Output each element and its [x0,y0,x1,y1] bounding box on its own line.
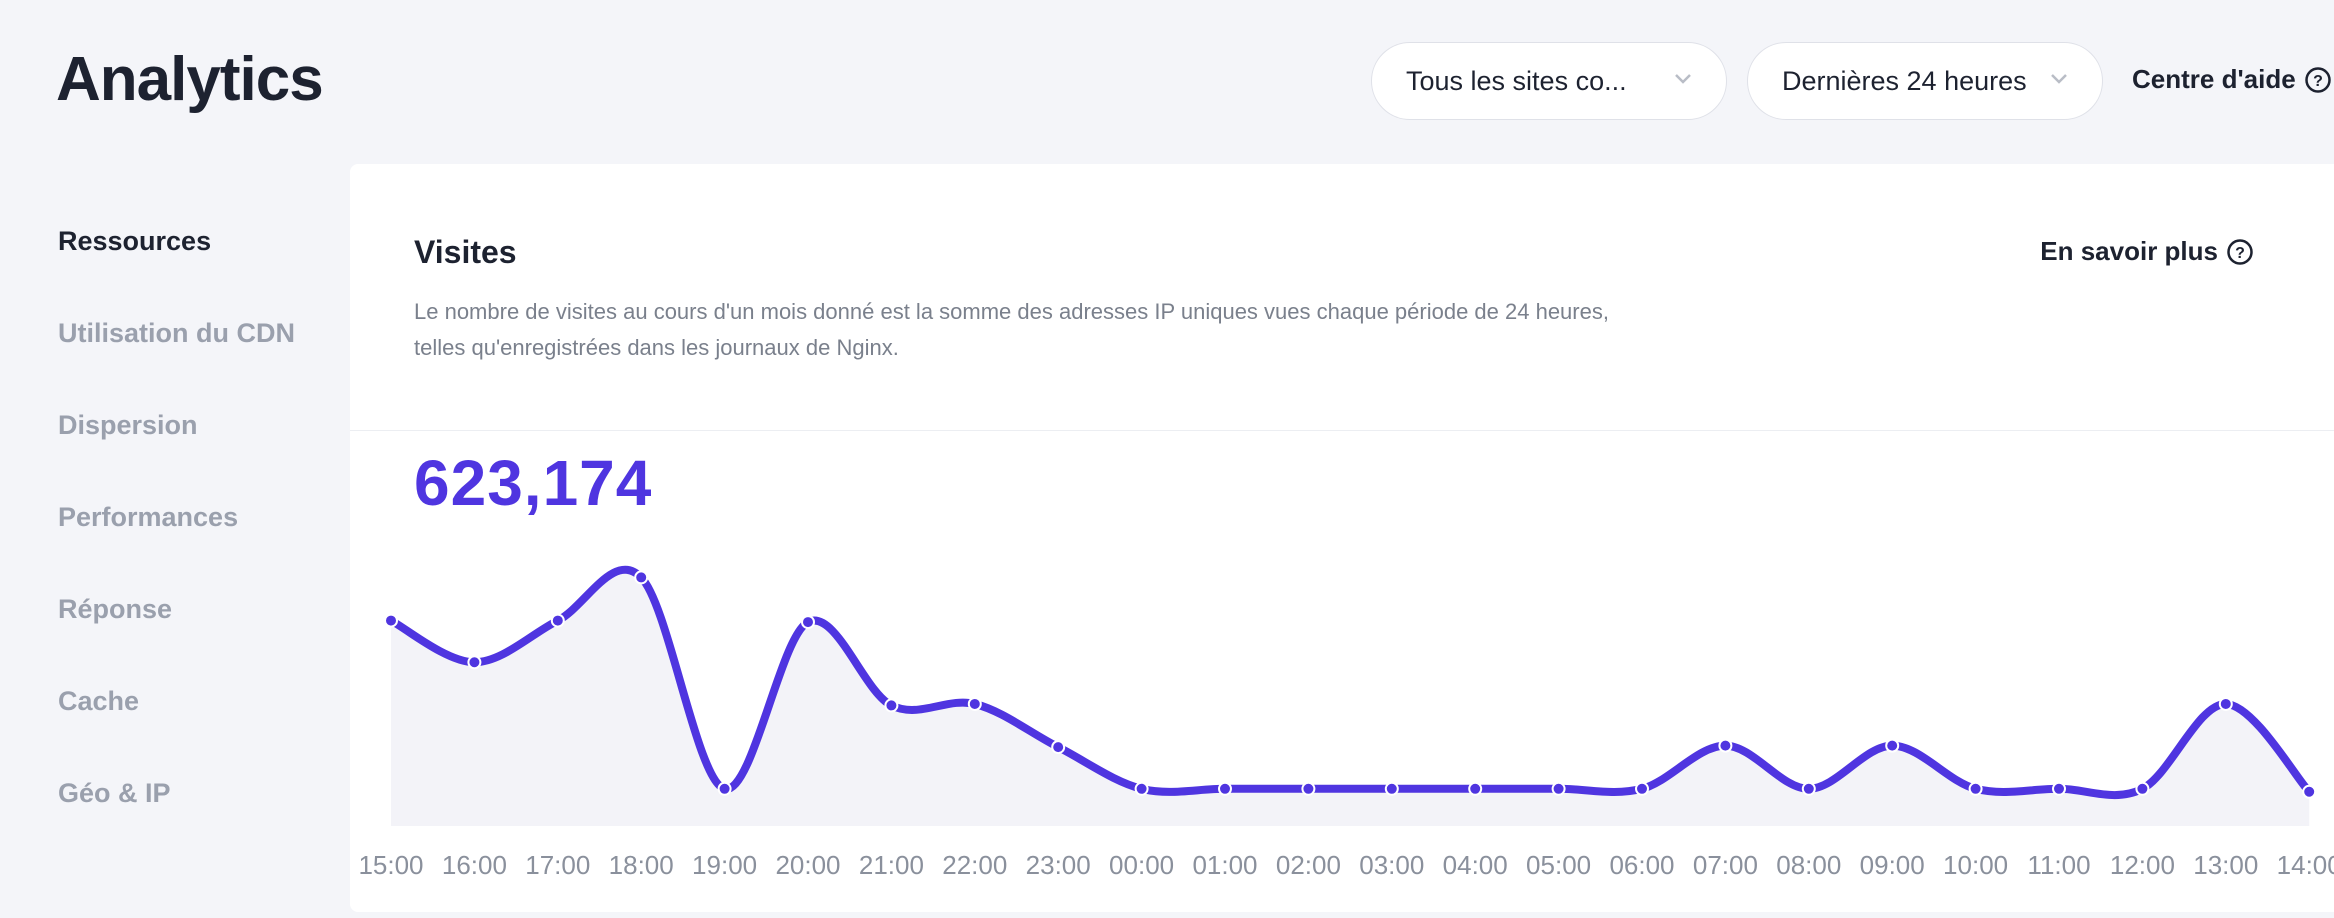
point [884,698,899,713]
nav-item[interactable]: Performances [58,502,239,532]
visits-chart: 15:00 16:00 17:00 18:00 19:00 20:00 21:00 22:00… [358,565,2334,880]
point [717,781,732,796]
point [1885,738,1900,753]
card-description: Le nombre de visites au cours d'un mois … [414,299,1609,360]
point [2135,781,2150,796]
total-visits: 623,174 [414,447,653,519]
filter-label: Dernières 24 heures [1782,65,2027,96]
point [1134,781,1149,796]
point [467,655,482,670]
x-tick-label: 04:00 [1443,850,1508,880]
chevron [2051,74,2067,84]
point [1968,781,1983,796]
nav-item[interactable]: Utilisation du CDN [58,318,295,348]
nav-item[interactable]: Réponse [58,594,173,624]
point [1384,781,1399,796]
visits-line [387,565,2314,800]
x-tick-label: 08:00 [1776,850,1841,880]
chevron [1675,74,1691,84]
point [1635,781,1649,796]
area [391,569,2310,826]
learn-more[interactable]: En savoir plus? [2040,236,2254,267]
nav-item[interactable]: Ressources [58,226,212,256]
x-tick-label: 16:00 [442,850,507,880]
divider [350,430,2334,431]
point [550,613,565,628]
point [967,696,982,711]
svg-text:?: ? [2313,73,2323,90]
x-tick-label: 22:00 [942,850,1007,880]
point [1718,738,1733,753]
x-tick-label: 09:00 [1860,850,1925,880]
card-title: Visites [414,234,517,270]
site-filter[interactable]: Tous les sites co... [1371,42,1727,120]
help-link[interactable]: Centre d'aide? [2132,64,2332,95]
x-tick-label: 10:00 [1943,850,2008,880]
x-tick-label: 15:00 [358,850,423,880]
x-tick-label: 01:00 [1192,850,1257,880]
point [1801,781,1816,796]
x-tick-label: 21:00 [859,850,924,880]
x-tick-label: 13:00 [2193,850,2258,880]
nav-item[interactable]: Cache [58,686,140,716]
x-tick-label: 00:00 [1109,850,1174,880]
x-tick-label: 20:00 [775,850,840,880]
point [2302,784,2317,799]
x-tick-label: 12:00 [2110,850,2175,880]
point [384,613,398,628]
help-icon: ? [2304,66,2331,93]
point [1551,781,1566,796]
help-icon: ? [2227,238,2253,265]
point [2218,696,2233,711]
nav-item[interactable]: Dispersion [58,410,198,440]
x-tick-label: 17:00 [525,850,590,880]
x-tick-label: 02:00 [1276,850,1341,880]
point [1051,740,1066,755]
filter-label: Tous les sites co... [1406,65,1627,96]
x-tick-label: 14:00 [2277,850,2334,880]
help-label: Centre d'aide [2132,64,2296,94]
point [1218,781,1232,796]
period-filter[interactable]: Dernières 24 heures [1747,42,2103,120]
nav-item[interactable]: Géo & IP [58,778,171,808]
visits-card: Visites En savoir plus? Le nombre de vis… [350,164,2334,912]
x-tick-label: 11:00 [2027,850,2090,880]
svg-text:?: ? [2235,245,2245,262]
point [2052,781,2066,796]
x-tick-label: 05:00 [1526,850,1591,880]
point [1468,781,1483,796]
point [801,615,815,630]
x-tick-label: 23:00 [1026,850,1091,880]
point [634,570,649,585]
page-title: Analytics [56,45,324,114]
x-tick-label: 07:00 [1693,850,1758,880]
x-tick-label: 19:00 [692,850,757,880]
learn-more-label: En savoir plus [2040,236,2218,266]
x-tick-label: 03:00 [1359,850,1424,880]
x-tick-label: 18:00 [609,850,674,880]
x-tick-label: 06:00 [1609,850,1674,880]
point [1301,781,1316,796]
